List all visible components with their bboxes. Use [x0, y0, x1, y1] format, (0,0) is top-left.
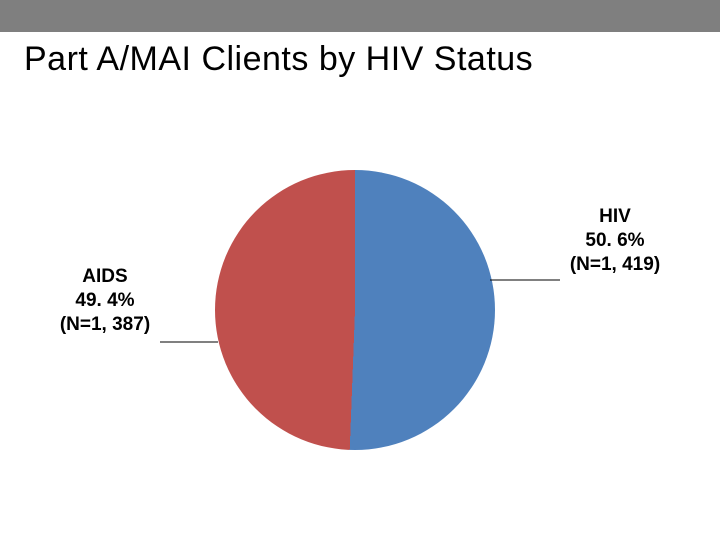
- pie-chart: HIV 50. 6% (N=1, 419) AIDS 49. 4% (N=1, …: [0, 150, 720, 530]
- slice-label-line: (N=1, 419): [560, 253, 670, 277]
- header-bar: [0, 0, 720, 32]
- page-title: Part A/MAI Clients by HIV Status: [24, 40, 533, 79]
- slice-label-line: AIDS: [50, 265, 160, 289]
- slice-label-line: (N=1, 387): [50, 313, 160, 337]
- slice-label-aids: AIDS 49. 4% (N=1, 387): [50, 265, 160, 336]
- pie-graphic: [215, 170, 495, 450]
- slice-label-line: 49. 4%: [50, 289, 160, 313]
- slice-label-line: HIV: [560, 205, 670, 229]
- slice-label-hiv: HIV 50. 6% (N=1, 419): [560, 205, 670, 276]
- slice-label-line: 50. 6%: [560, 229, 670, 253]
